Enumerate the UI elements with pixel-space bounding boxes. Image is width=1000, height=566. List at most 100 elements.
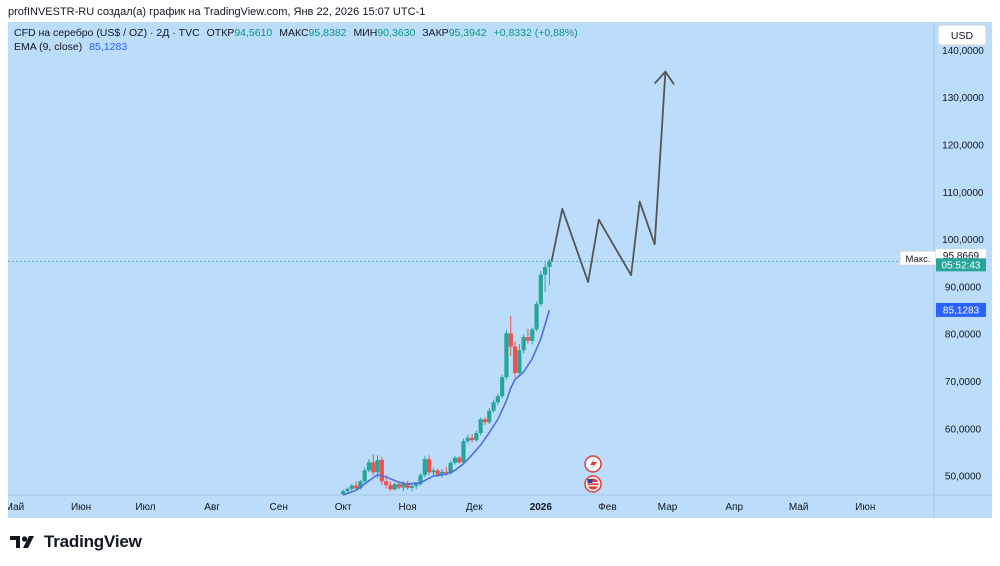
price-chart[interactable]: 50,0000 60,0000 70,0000 80,0000 90,0000 100,0… xyxy=(5,22,992,518)
legend-symbol: CFD на серебро (US$ / OZ) · 2Д · TVC xyxy=(14,27,200,39)
legend-close-value: 95,3942 xyxy=(449,27,487,39)
candle-body xyxy=(457,457,462,463)
candle-body xyxy=(543,267,548,275)
x-tick-label: Авг xyxy=(204,502,220,513)
candle-body xyxy=(530,329,535,341)
candle-body xyxy=(521,337,526,351)
y-tick-label: 140,0000 xyxy=(942,46,984,57)
candle-body xyxy=(392,484,397,490)
legend-change: +0,8332 (+0,88%) xyxy=(494,27,578,39)
candle-body xyxy=(401,483,406,488)
y-tick-label: 60,0000 xyxy=(945,424,982,435)
flag-stripe xyxy=(588,482,599,484)
candle-body xyxy=(478,419,483,434)
x-tick-label: Июн xyxy=(855,502,875,513)
projection-zigzag xyxy=(550,71,667,283)
candle-body xyxy=(448,462,453,474)
x-tick-label: Июл xyxy=(135,502,155,513)
ema-tag-bg xyxy=(936,302,986,317)
y-tick-label: 90,0000 xyxy=(945,282,982,293)
y-tick-label: 110,0000 xyxy=(943,188,984,199)
y-tick-label: 50,0000 xyxy=(945,472,982,483)
candle-body xyxy=(418,475,423,485)
y-tick-label: 130,0000 xyxy=(942,93,984,104)
max-label: Макс. xyxy=(906,254,931,265)
candle-body xyxy=(495,396,500,403)
x-tick-label: Мар xyxy=(658,502,678,513)
candle-body xyxy=(534,303,539,330)
candle-body xyxy=(384,481,389,486)
candle-body xyxy=(388,485,393,490)
legend-open-value: 94,5610 xyxy=(234,27,272,39)
ema-price-tag: 85,1283 xyxy=(936,302,986,317)
candle-body xyxy=(345,488,350,492)
price-axis: 50,0000 60,0000 70,0000 80,0000 90,0000 100,0… xyxy=(942,46,984,483)
last-price-tag: 05:52:43 xyxy=(936,258,986,272)
flag-canton xyxy=(587,479,593,483)
candle-body xyxy=(409,486,415,488)
candle-body xyxy=(469,437,475,441)
candle-body xyxy=(491,402,496,411)
brand-logo[interactable]: TradingView xyxy=(10,532,142,552)
candle-body xyxy=(538,274,543,304)
x-tick-label: Май xyxy=(789,502,809,513)
x-tick-label: Май xyxy=(8,502,24,513)
candle-body xyxy=(422,459,427,476)
legend-close-label: ЗАКР xyxy=(422,27,448,39)
candle-body xyxy=(547,261,552,268)
y-tick-label: 80,0000 xyxy=(945,330,982,341)
time-axis: Май Июн Июл Авг Сен Окт Ноя Дек 2026 Фев Мар Апр Май… xyxy=(5,502,876,513)
candle-body xyxy=(512,346,518,373)
chart-frame[interactable]: 50,0000 60,0000 70,0000 80,0000 90,0000 100,0… xyxy=(5,22,992,518)
candle-body xyxy=(414,484,419,487)
y-tick-label: 120,0000 xyxy=(942,140,984,151)
candle-body xyxy=(375,459,380,473)
legend-high-label: МАКС xyxy=(279,27,309,39)
candle-body xyxy=(341,491,346,495)
legend-open-label: ОТКР xyxy=(207,27,235,39)
candle-body xyxy=(461,441,466,463)
chart-background xyxy=(8,22,992,518)
ema-tag-value: 85,1283 xyxy=(943,305,980,316)
candle-body xyxy=(405,483,410,488)
legend-line: CFD на серебро (US$ / OZ) · 2Д · TVC ОТК… xyxy=(14,27,578,39)
candle-body xyxy=(358,481,363,489)
candles xyxy=(341,258,552,496)
countdown-value: 05:52:43 xyxy=(942,260,981,271)
candle-body xyxy=(439,471,445,475)
x-tick-label: 2026 xyxy=(530,502,553,513)
legend-low-value: 90,3630 xyxy=(377,27,415,39)
candle-body xyxy=(371,462,376,473)
tradingview-logo-icon xyxy=(10,536,34,548)
dividend-event-icon[interactable] xyxy=(584,455,602,473)
candle-body xyxy=(508,333,513,347)
x-tick-label: Июн xyxy=(71,502,91,513)
x-tick-label: Ноя xyxy=(399,502,417,513)
y-tick-label: 70,0000 xyxy=(945,377,982,388)
legend-low-label: МИН xyxy=(353,27,377,39)
ema-line xyxy=(342,309,551,496)
max-value: 95,8669 xyxy=(943,251,980,262)
candle-body xyxy=(487,410,492,423)
currency-button[interactable]: USD xyxy=(937,24,987,46)
currency-button-label[interactable]: USD xyxy=(951,30,974,42)
legend-ema-value: 85,1283 xyxy=(89,41,127,53)
x-tick-label: Апр xyxy=(725,502,743,513)
candle-body xyxy=(366,462,372,471)
x-tick-label: Окт xyxy=(335,502,352,513)
candle-body xyxy=(465,437,470,442)
candle-body xyxy=(444,471,449,474)
max-price-tag: Макс. 95,8669 xyxy=(899,249,986,266)
economic-event-icon[interactable] xyxy=(584,475,602,493)
candle-body xyxy=(517,350,522,373)
x-tick-label: Сен xyxy=(270,502,288,513)
candle-body xyxy=(353,485,359,489)
candle-body xyxy=(504,333,509,378)
candle-body xyxy=(525,337,531,341)
candle-body xyxy=(396,484,402,488)
legend-ema-label: EMA (9, close) xyxy=(14,41,82,53)
lightning-icon xyxy=(590,458,597,470)
x-tick-label: Фев xyxy=(598,502,616,513)
currency-button-bg[interactable] xyxy=(937,24,987,46)
candle-body xyxy=(362,470,367,482)
